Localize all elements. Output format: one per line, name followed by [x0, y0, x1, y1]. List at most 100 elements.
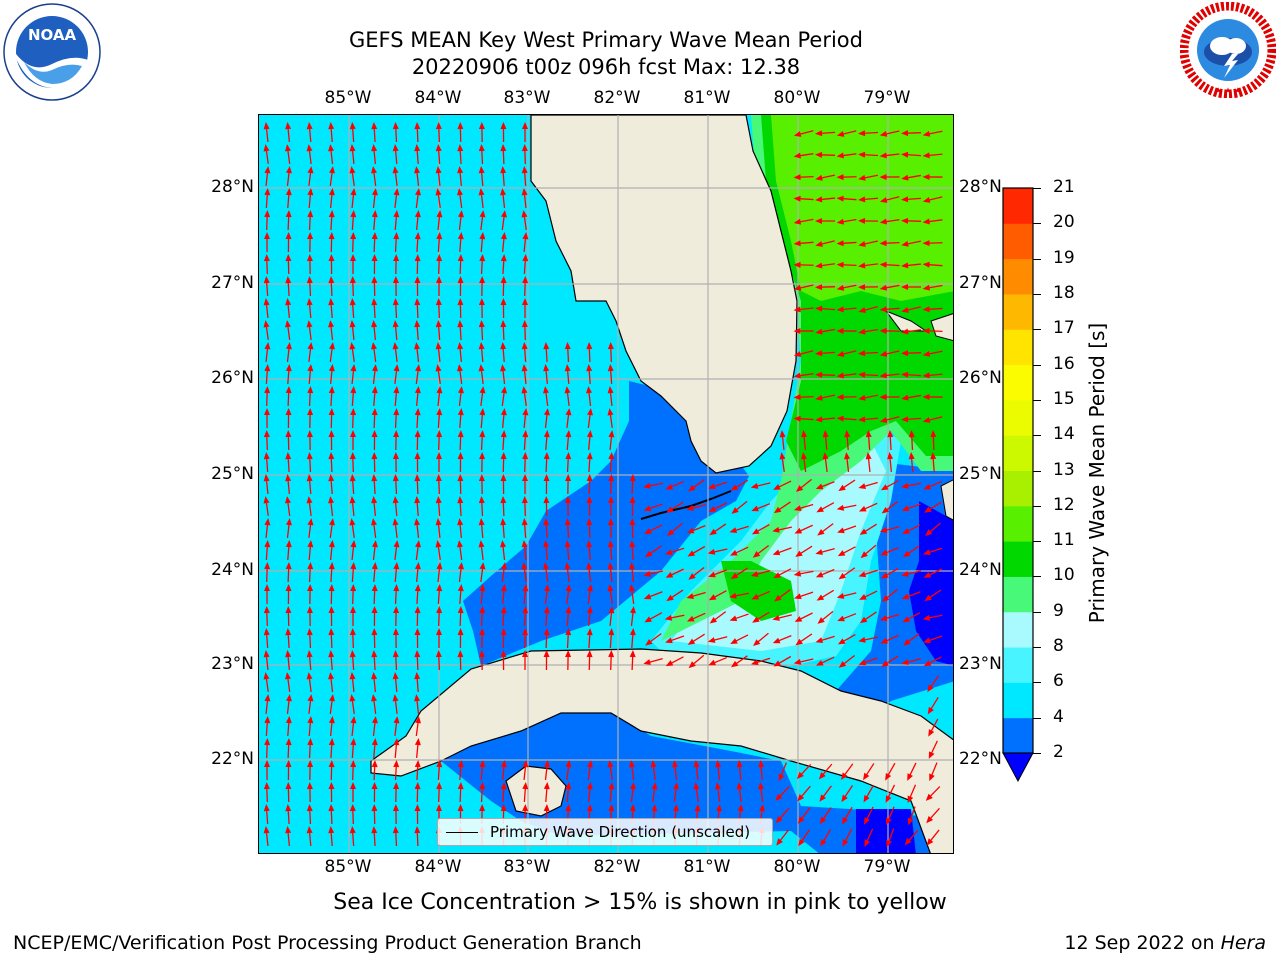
colorbar-tick-mark: [1033, 364, 1041, 366]
wave-direction-arrow: [922, 372, 943, 379]
map-title: GEFS MEAN Key West Primary Wave Mean Per…: [349, 28, 863, 52]
wave-direction-arrow: [457, 166, 464, 187]
wave-direction-arrow: [730, 479, 749, 491]
wave-direction-arrow: [793, 261, 814, 268]
wave-direction-arrow: [414, 408, 421, 429]
wave-direction-arrow: [772, 547, 792, 556]
wave-direction-arrow: [328, 210, 335, 231]
wave-direction-arrow: [285, 386, 292, 407]
wave-direction-arrow: [715, 760, 722, 781]
wave-direction-arrow: [478, 364, 485, 385]
wave-direction-arrow: [665, 480, 685, 490]
wave-direction-arrow: [881, 567, 899, 579]
wave-direction-arrow: [543, 540, 550, 561]
legend-line-icon: [446, 832, 478, 833]
wave-direction-arrow: [263, 320, 270, 341]
wave-direction-arrow: [393, 606, 400, 627]
wave-direction-arrow: [564, 562, 571, 583]
wave-direction-arrow: [666, 501, 684, 513]
wave-direction-arrow: [836, 284, 857, 291]
wave-direction-arrow: [686, 504, 706, 511]
wave-direction-arrow: [307, 188, 314, 209]
wave-direction-arrow: [285, 430, 292, 451]
wave-direction-arrow: [349, 628, 356, 649]
wave-direction-arrow: [457, 496, 464, 517]
wave-direction-arrow: [815, 328, 835, 335]
wave-direction-arrow: [922, 261, 943, 268]
wave-direction-arrow: [371, 408, 378, 429]
wave-direction-arrow: [328, 474, 335, 495]
wave-direction-arrow: [564, 342, 571, 363]
wave-direction-arrow: [901, 284, 921, 290]
wave-direction-arrow: [263, 606, 270, 627]
wave-direction-arrow: [901, 306, 921, 313]
colorbar-tick-label: 10: [1053, 565, 1075, 586]
wave-direction-arrow: [643, 570, 663, 577]
wave-direction-arrow: [414, 628, 421, 649]
wave-direction-arrow: [543, 782, 550, 803]
wave-direction-arrow: [928, 718, 939, 737]
wave-direction-arrow: [349, 496, 356, 517]
wave-direction-arrow: [793, 306, 814, 313]
wave-direction-arrow: [414, 166, 421, 187]
wave-direction-arrow: [500, 408, 507, 429]
colorbar-swatch: [1003, 611, 1033, 648]
wave-direction-arrow: [392, 496, 399, 517]
wave-direction-arrow: [329, 342, 335, 363]
wave-direction-arrow: [500, 782, 507, 803]
wave-direction-arrow: [436, 562, 443, 583]
wave-direction-arrow: [436, 628, 442, 648]
wave-direction-arrow: [629, 628, 636, 649]
colorbar-tick-label: 14: [1053, 424, 1075, 445]
wave-direction-arrow: [393, 430, 400, 451]
wave-direction-arrow: [414, 210, 421, 231]
wave-direction-arrow: [350, 188, 357, 209]
wave-direction-arrow: [307, 408, 314, 429]
wave-direction-arrow: [815, 416, 836, 423]
wave-direction-arrow: [902, 545, 920, 558]
wave-direction-arrow: [841, 806, 853, 825]
wave-direction-arrow: [586, 562, 593, 583]
wave-direction-arrow: [817, 523, 834, 536]
wave-direction-arrow: [687, 633, 705, 645]
wave-direction-arrow: [565, 452, 572, 473]
wave-direction-arrow: [667, 522, 683, 536]
colorbar-tick-label: 11: [1053, 530, 1075, 551]
wave-direction-arrow: [457, 628, 464, 649]
colorbar-tick-label: 8: [1053, 636, 1064, 657]
wave-direction-arrow: [565, 430, 572, 451]
wave-direction-arrow: [371, 232, 378, 253]
wave-direction-arrow: [328, 232, 335, 253]
wave-direction-arrow: [922, 614, 943, 621]
wave-direction-arrow: [349, 144, 356, 165]
wave-direction-arrow: [457, 298, 464, 319]
wave-direction-arrow: [349, 342, 356, 363]
wave-direction-arrow: [264, 716, 271, 737]
wave-direction-arrow: [414, 606, 421, 627]
colorbar-tick-label: 12: [1053, 494, 1075, 515]
wave-direction-arrow: [414, 562, 421, 583]
wave-direction-arrow: [629, 540, 636, 561]
wave-direction-arrow: [457, 540, 463, 561]
wave-direction-arrow: [730, 634, 749, 644]
lon-label-top: 83°W: [503, 88, 551, 108]
wave-direction-arrow: [306, 276, 313, 297]
wave-direction-arrow: [795, 478, 812, 492]
wave-direction-arrow: [457, 342, 464, 363]
wave-direction-arrow: [840, 763, 854, 780]
colorbar-swatch: [1003, 435, 1033, 471]
wave-direction-arrow: [371, 562, 378, 583]
wave-direction-arrow: [350, 606, 356, 626]
wave-direction-arrow: [285, 650, 292, 671]
wave-direction-arrow: [436, 782, 443, 803]
wave-direction-arrow: [815, 240, 835, 247]
wave-direction-arrow: [565, 760, 572, 781]
wave-direction-arrow: [838, 567, 856, 580]
wave-direction-arrow: [457, 122, 464, 143]
colorbar-tick-label: 9: [1053, 600, 1064, 621]
colorbar-swatch: [1003, 399, 1033, 436]
wave-direction-arrow: [521, 320, 528, 341]
wave-direction-arrow: [715, 782, 721, 803]
wave-direction-arrow: [285, 408, 292, 429]
lon-label-top: 80°W: [773, 88, 821, 108]
